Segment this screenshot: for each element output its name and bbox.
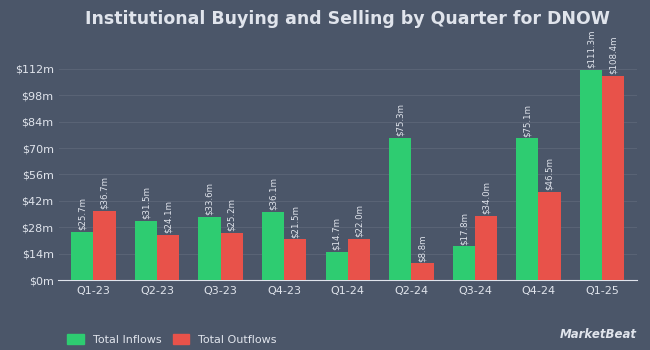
Bar — [538, 193, 561, 280]
Bar — [452, 246, 475, 280]
Bar — [220, 232, 243, 280]
Text: $75.1m: $75.1m — [523, 104, 532, 136]
Bar — [262, 212, 284, 280]
Text: $34.0m: $34.0m — [482, 181, 491, 214]
Text: $31.5m: $31.5m — [142, 186, 150, 219]
Text: $36.7m: $36.7m — [100, 176, 109, 209]
Bar — [198, 217, 220, 280]
Bar — [72, 232, 94, 280]
Bar — [580, 70, 602, 280]
Text: $25.7m: $25.7m — [78, 197, 87, 230]
Bar — [516, 139, 538, 280]
Bar — [284, 239, 306, 280]
Bar — [389, 138, 411, 280]
Bar — [135, 220, 157, 280]
Text: $22.0m: $22.0m — [354, 204, 363, 237]
Text: $46.5m: $46.5m — [545, 158, 554, 190]
Bar — [157, 234, 179, 280]
Bar — [475, 216, 497, 280]
Title: Institutional Buying and Selling by Quarter for DNOW: Institutional Buying and Selling by Quar… — [85, 10, 610, 28]
Text: $8.8m: $8.8m — [418, 234, 427, 261]
Text: MarketBeat: MarketBeat — [560, 328, 637, 341]
Bar — [411, 264, 434, 280]
Text: $14.7m: $14.7m — [332, 217, 341, 250]
Text: $111.3m: $111.3m — [586, 30, 595, 68]
Text: $21.5m: $21.5m — [291, 205, 300, 238]
Text: $25.2m: $25.2m — [227, 198, 236, 231]
Bar — [348, 239, 370, 280]
Text: $17.8m: $17.8m — [460, 211, 468, 245]
Text: $108.4m: $108.4m — [608, 35, 618, 74]
Bar — [94, 211, 116, 280]
Bar — [326, 252, 348, 280]
Legend: Total Inflows, Total Outflows: Total Inflows, Total Outflows — [64, 330, 280, 348]
Bar — [602, 76, 624, 280]
Text: $36.1m: $36.1m — [268, 177, 278, 210]
Text: $75.3m: $75.3m — [396, 103, 405, 136]
Text: $33.6m: $33.6m — [205, 182, 214, 215]
Text: $24.1m: $24.1m — [164, 200, 173, 233]
